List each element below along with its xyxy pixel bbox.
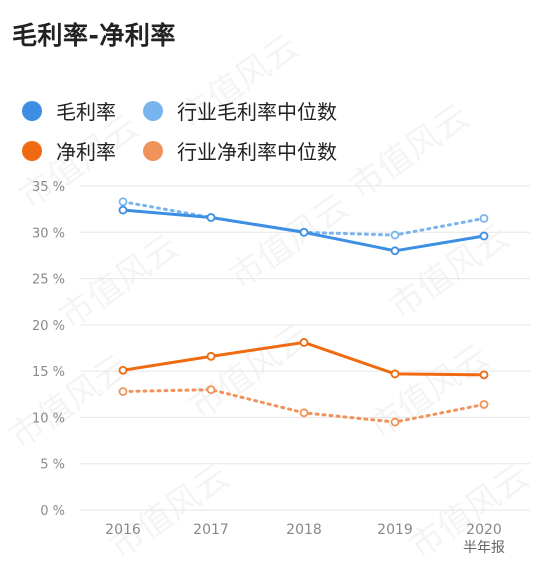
data-point [118,365,128,375]
watermark-text: 市值风云 [362,337,496,448]
data-point [206,385,216,395]
watermark-text: 市值风云 [342,97,476,208]
data-point [206,351,216,361]
y-tick-label: 25 % [32,273,65,288]
legend-industry-gross-margin[interactable]: 行业毛利率中位数 [143,96,337,125]
watermark-text: 市值风云 [2,347,136,458]
y-tick-label: 15 % [32,365,65,380]
data-point [479,370,489,380]
watermark-text: 市值风云 [172,27,306,138]
data-point [390,246,400,256]
data-point [390,369,400,379]
data-point [479,231,489,241]
data-point [390,417,400,427]
data-point [206,213,216,222]
data-point [299,338,309,347]
watermark-text: 市值风云 [102,457,236,568]
legend-label: 净利率 [56,140,116,164]
watermark-text: 市值风云 [222,187,356,298]
data-point [118,205,128,215]
x-tick-label: 2020 [466,522,502,538]
y-tick-label: 20 % [32,319,65,334]
y-tick-label: 30 % [32,226,65,241]
x-tick-label: 2018 [286,522,322,538]
data-point [299,408,309,418]
data-point [118,387,128,396]
data-point [299,227,309,237]
y-tick-label: 5 % [40,458,65,473]
y-tick-label: 0 % [40,504,65,519]
data-point [118,197,128,207]
legend-marker-icon [143,100,163,121]
data-point [479,400,489,409]
legend-gross-margin[interactable]: 毛利率 [22,96,116,125]
legend-label: 行业净利率中位数 [177,140,337,164]
legend-marker-icon [143,140,163,161]
x-tick-label: 2016 [105,522,141,538]
legend-marker-icon [22,100,42,121]
chart-title: 毛利率-净利率 [12,21,176,50]
x-tick-sublabel: 半年报 [463,540,505,556]
y-tick-label: 35 % [32,180,65,195]
data-point [390,230,400,240]
data-point [479,213,489,223]
legend-label: 毛利率 [56,100,116,124]
legend-industry-net-margin[interactable]: 行业净利率中位数 [143,136,337,165]
y-tick-label: 10 % [32,411,65,426]
legend-marker-icon [22,140,42,161]
x-tick-label: 2019 [377,522,413,538]
watermark-text: 市值风云 [52,227,186,338]
legend-label: 行业毛利率中位数 [177,100,337,124]
x-tick-label: 2017 [193,522,229,538]
legend-net-margin[interactable]: 净利率 [22,136,116,165]
